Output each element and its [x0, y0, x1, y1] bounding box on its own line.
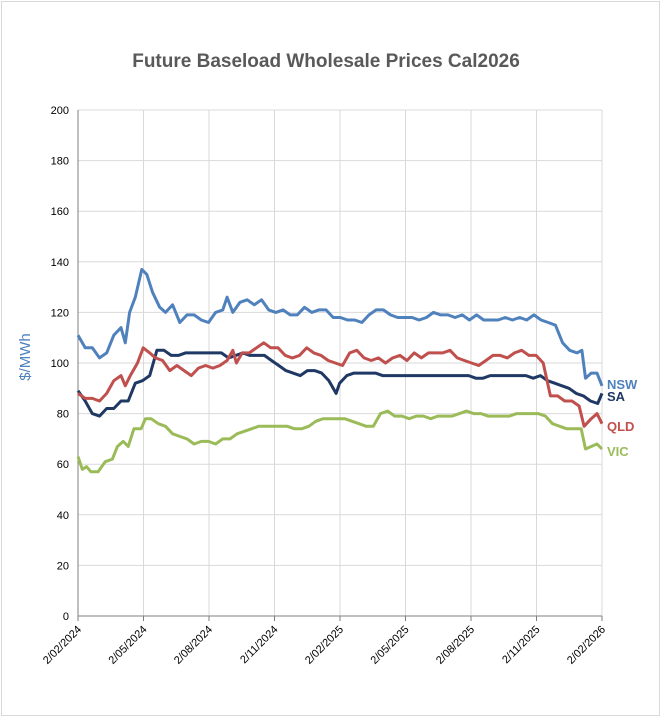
chart-title: Future Baseload Wholesale Prices Cal2026 — [132, 51, 520, 72]
x-tick-label: 2/08/2024 — [172, 624, 215, 667]
y-tick-label: 80 — [57, 409, 69, 421]
series-line-qld — [77, 341, 604, 428]
x-tick-label: 2/05/2024 — [107, 624, 150, 667]
x-tick-label: 2/11/2025 — [500, 624, 543, 667]
y-tick-label: 160 — [51, 206, 69, 218]
series-line-vic — [76, 409, 604, 474]
y-tick-label: 20 — [57, 560, 69, 572]
series-line-sa — [76, 348, 604, 418]
x-tick-label: 2/02/2026 — [565, 624, 608, 667]
y-tick-label: 180 — [51, 156, 69, 168]
y-tick-label: 120 — [51, 307, 69, 319]
series-line-nsw — [76, 267, 604, 387]
y-tick-label: 40 — [57, 510, 69, 522]
y-tick-label: 60 — [57, 459, 69, 471]
series-label-sa: SA — [607, 389, 626, 404]
series-lines — [76, 267, 604, 474]
y-tick-label: 0 — [63, 611, 69, 623]
y-axis-label: $/MWh — [17, 333, 34, 381]
x-tick-labels: 2/02/2024 2/05/2024 2/08/2024 2/11/2024 2/02… — [41, 624, 608, 667]
y-tick-label: 140 — [51, 257, 69, 269]
y-tick-label: 100 — [51, 358, 69, 370]
series-label-qld: QLD — [607, 419, 634, 434]
x-tick-label: 2/11/2024 — [238, 624, 281, 667]
x-tick-label: 2/02/2024 — [41, 624, 84, 667]
x-tick-label: 2/02/2025 — [303, 624, 346, 667]
y-tick-labels: 0 20 40 60 80 100 120 140 160 180 200 — [51, 105, 69, 623]
x-tick-label: 2/08/2025 — [434, 624, 477, 667]
x-tick-label: 2/05/2025 — [369, 624, 412, 667]
y-tick-label: 200 — [51, 105, 69, 117]
series-label-nsw: NSW — [607, 377, 638, 392]
grid-lines — [78, 109, 603, 616]
series-label-vic: VIC — [607, 444, 629, 459]
axes — [77, 110, 603, 621]
